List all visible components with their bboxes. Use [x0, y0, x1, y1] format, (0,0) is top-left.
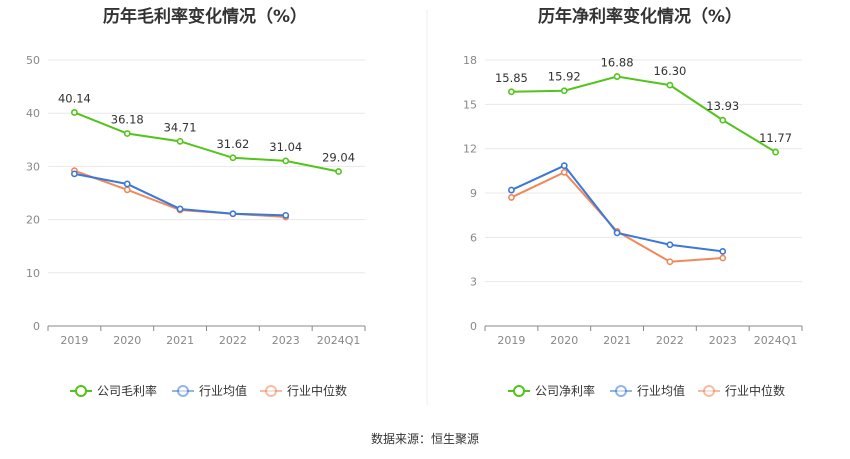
data-label: 15.92	[548, 70, 581, 84]
data-label: 16.30	[653, 64, 686, 78]
legend-marker	[177, 385, 189, 397]
data-source: 数据来源：恒生聚源	[371, 431, 479, 446]
data-point	[613, 229, 621, 237]
data-label: 29.04	[322, 151, 355, 165]
y-tick-label: 40	[26, 107, 40, 120]
data-point	[666, 241, 674, 249]
x-tick-label: 2024Q1	[317, 334, 361, 347]
y-tick-label: 20	[26, 214, 40, 227]
data-point	[123, 130, 131, 137]
data-point	[71, 170, 78, 178]
legend-label: 公司净利率	[535, 383, 595, 398]
y-tick-label: 9	[470, 187, 477, 200]
y-tick-label: 3	[470, 276, 477, 289]
data-point	[613, 73, 621, 80]
legend-marker	[75, 385, 87, 397]
gross-margin-chart: 历年毛利率变化情况（%） 0 10 20 30 40 50 2019 2020 2021 2022 2…	[26, 6, 366, 398]
data-point	[176, 205, 184, 213]
legend-marker	[513, 385, 525, 397]
data-point	[176, 137, 184, 145]
data-label: 31.04	[269, 140, 302, 154]
data-point	[719, 247, 727, 255]
data-point	[282, 157, 290, 165]
y-tick-label: 30	[26, 160, 40, 173]
legend-item: 行业均值	[610, 383, 685, 398]
y-tick-label: 0	[470, 320, 477, 333]
data-point	[229, 210, 237, 218]
legend-label: 公司毛利率	[97, 383, 157, 398]
x-tick-label: 2022	[656, 334, 684, 347]
x-tick-label: 2020	[550, 334, 578, 347]
series-line	[74, 111, 339, 173]
y-tick-label: 15	[463, 98, 477, 111]
data-point	[719, 254, 727, 262]
data-point	[560, 168, 568, 176]
x-tick-label: 2021	[166, 334, 194, 347]
net-margin-chart: 历年净利率变化情况（%） 0 3 6 9 12 15 18 2019 2020 2021 2022 20…	[463, 6, 803, 398]
legend-label: 行业中位数	[287, 383, 347, 398]
legend-item: 行业均值	[172, 383, 247, 398]
data-point	[560, 162, 568, 170]
data-point	[123, 180, 131, 188]
legend-label: 行业均值	[199, 383, 247, 398]
legend-item: 公司毛利率	[70, 383, 157, 398]
y-tick-label: 6	[470, 231, 477, 244]
data-point	[229, 154, 237, 162]
data-point	[508, 88, 515, 96]
data-point	[666, 258, 674, 266]
x-tick-label: 2021	[603, 334, 631, 347]
x-tick-label: 2023	[272, 334, 300, 347]
legend-marker	[615, 385, 627, 397]
data-point	[335, 168, 342, 175]
legend-item: 行业中位数	[698, 383, 785, 398]
y-tick-label: 0	[33, 320, 40, 333]
data-label: 16.88	[601, 56, 634, 70]
data-label: 36.18	[111, 113, 144, 127]
data-point	[560, 87, 568, 95]
data-point	[772, 148, 779, 156]
legend-marker	[703, 385, 715, 397]
chart-title: 历年净利率变化情况（%）	[538, 6, 742, 27]
y-tick-label: 18	[463, 54, 477, 67]
legend-label: 行业中位数	[725, 383, 785, 398]
legend-item: 行业中位数	[260, 383, 347, 398]
data-point	[666, 81, 674, 89]
legend-marker	[265, 385, 277, 397]
data-point	[123, 186, 131, 194]
y-tick-label: 10	[26, 267, 40, 280]
legend-label: 行业均值	[637, 383, 685, 398]
y-tick-label: 50	[26, 54, 40, 67]
data-label: 13.93	[706, 99, 739, 113]
data-label: 31.62	[216, 137, 249, 151]
data-point	[508, 186, 515, 194]
x-tick-label: 2019	[497, 334, 525, 347]
legend-item: 公司净利率	[508, 383, 595, 398]
data-point	[71, 109, 78, 116]
x-tick-label: 2019	[60, 334, 88, 347]
x-tick-label: 2023	[709, 334, 737, 347]
data-label: 15.85	[495, 71, 528, 85]
data-label: 34.71	[164, 120, 197, 134]
y-tick-label: 12	[463, 143, 477, 156]
data-point	[282, 211, 290, 219]
data-point	[508, 194, 515, 201]
series-line	[510, 164, 723, 253]
data-label: 40.14	[58, 91, 91, 105]
data-label: 11.77	[759, 131, 792, 145]
chart-title: 历年毛利率变化情况（%）	[103, 6, 307, 27]
data-point	[719, 116, 727, 124]
x-tick-label: 2024Q1	[754, 334, 798, 347]
x-tick-label: 2022	[219, 334, 247, 347]
series-line	[511, 75, 777, 153]
x-tick-label: 2020	[113, 334, 141, 347]
